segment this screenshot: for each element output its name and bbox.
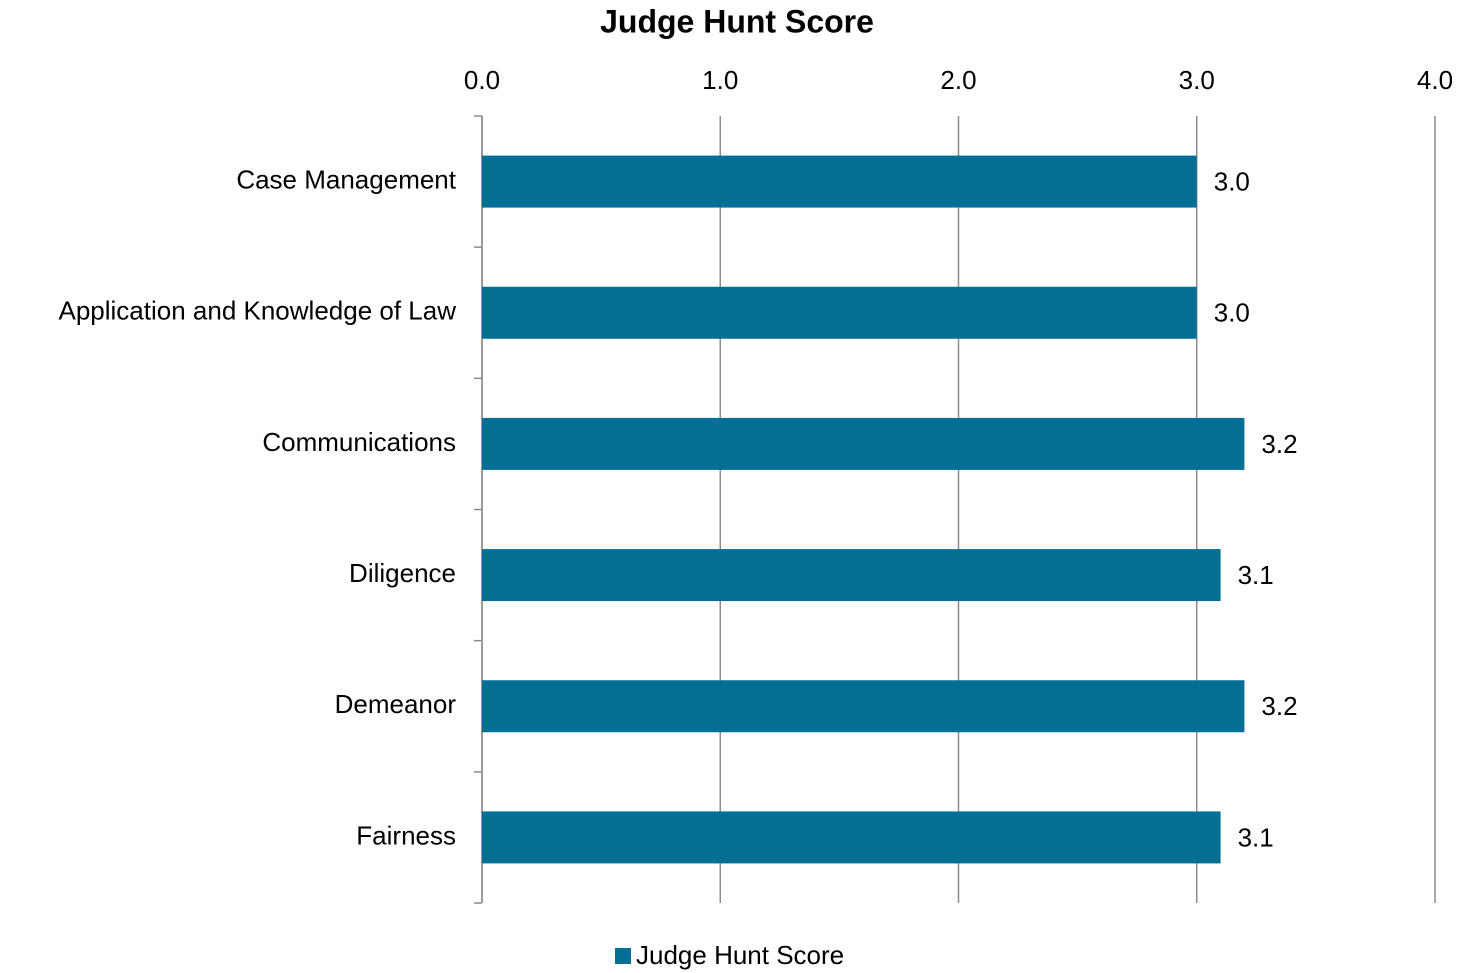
bar <box>482 680 1245 733</box>
y-tick-label: Application and Knowledge of Law <box>58 296 456 326</box>
bar <box>482 155 1197 208</box>
y-tick-label: Diligence <box>349 558 456 588</box>
y-tick-label: Communications <box>262 427 456 457</box>
bar <box>482 549 1221 602</box>
data-label: 3.0 <box>1214 298 1250 328</box>
data-label: 3.2 <box>1261 691 1297 721</box>
data-label: 3.0 <box>1214 166 1250 196</box>
data-label: 3.2 <box>1261 429 1297 459</box>
data-label: 3.1 <box>1238 822 1274 852</box>
y-tick-label: Fairness <box>356 820 456 850</box>
bar <box>482 286 1197 339</box>
x-tick-label: 3.0 <box>1179 65 1215 95</box>
chart-title: Judge Hunt Score <box>600 3 874 39</box>
x-tick-label: 2.0 <box>940 65 976 95</box>
y-tick-label: Case Management <box>236 164 456 194</box>
legend-label: Judge Hunt Score <box>636 940 844 970</box>
y-tick-label: Demeanor <box>335 689 457 719</box>
legend-swatch <box>615 948 631 964</box>
data-label: 3.1 <box>1238 560 1274 590</box>
bar <box>482 417 1245 470</box>
x-tick-label: 1.0 <box>702 65 738 95</box>
bar <box>482 811 1221 864</box>
x-tick-label: 4.0 <box>1417 65 1453 95</box>
x-tick-label: 0.0 <box>464 65 500 95</box>
